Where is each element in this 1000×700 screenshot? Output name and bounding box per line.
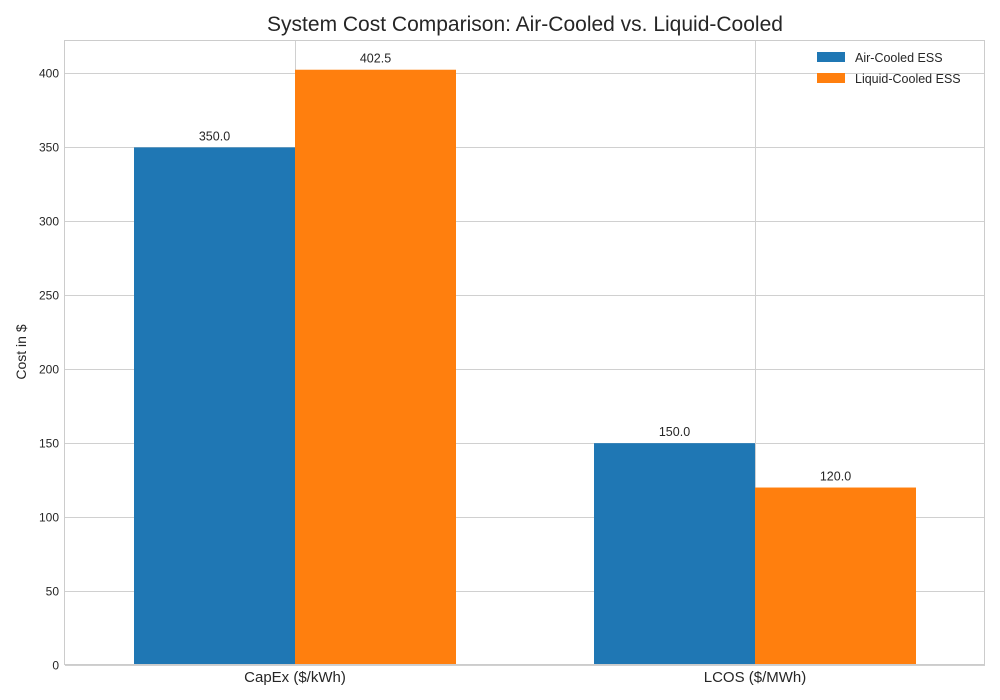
legend-label: Air-Cooled ESS: [855, 51, 943, 65]
y-tick-label: 350: [39, 141, 59, 155]
bar-liquid-cooled: [295, 69, 456, 666]
x-axis-categories: CapEx ($/kWh) LCOS ($/MWh): [244, 669, 806, 686]
bar-value-label: 120.0: [820, 470, 851, 484]
legend-swatch: [817, 52, 845, 62]
y-tick-label: 0: [52, 659, 59, 673]
bar-value-label: 402.5: [360, 52, 391, 66]
y-tick-label: 400: [39, 67, 59, 81]
legend-swatch: [817, 73, 845, 83]
bar-air-cooled: [594, 443, 755, 665]
chart-title: System Cost Comparison: Air-Cooled vs. L…: [267, 13, 783, 36]
bars: [134, 69, 916, 666]
legend-label: Liquid-Cooled ESS: [855, 72, 961, 86]
x-category-label: CapEx ($/kWh): [244, 669, 346, 686]
legend: Air-Cooled ESS Liquid-Cooled ESS: [817, 51, 961, 86]
data-labels: 350.0 150.0 402.5 120.0: [199, 52, 851, 484]
y-axis-ticks: 0 50 100 150 200 250 300 350 400: [39, 67, 59, 673]
plot-frame: [64, 40, 985, 665]
x-category-label: LCOS ($/MWh): [704, 669, 807, 686]
bar-liquid-cooled: [755, 487, 916, 665]
bar-air-cooled: [134, 147, 295, 665]
y-tick-label: 50: [46, 585, 60, 599]
bar-value-label: 350.0: [199, 129, 230, 143]
y-axis-label: Cost in $: [13, 324, 29, 379]
y-tick-label: 250: [39, 289, 59, 303]
y-tick-label: 100: [39, 511, 59, 525]
y-tick-label: 150: [39, 437, 59, 451]
y-tick-label: 300: [39, 215, 59, 229]
bar-value-label: 150.0: [659, 425, 690, 439]
y-tick-label: 200: [39, 363, 59, 377]
